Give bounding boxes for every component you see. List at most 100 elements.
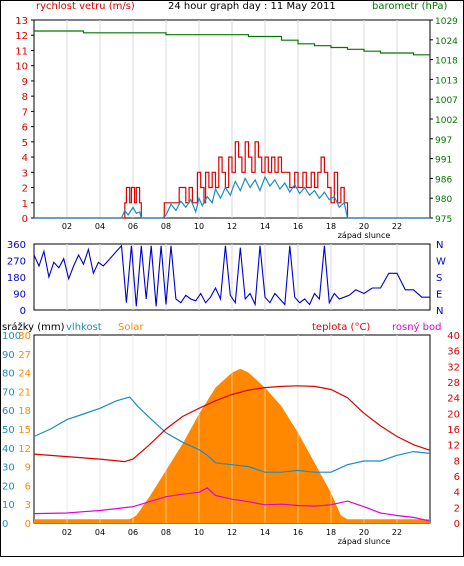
temperature-tick-label: 8	[454, 456, 460, 467]
rain-tick-label: 3	[25, 500, 31, 511]
rain-tick-label: 30	[18, 331, 31, 342]
humidity-tick-label: 0	[2, 519, 8, 530]
x-tick-label: 20	[359, 222, 369, 231]
chart-title: 24 hour graph day : 11 May 2011	[168, 1, 336, 12]
x-tick-label: 04	[95, 528, 105, 537]
compass-tick-label: S	[436, 273, 442, 284]
degree-tick-label: 180	[7, 273, 26, 284]
humidity-tick-label: 40	[2, 444, 15, 455]
x-tick-label: 08	[161, 222, 171, 231]
x-tick-label: 14	[260, 222, 270, 231]
rain-tick-label: 9	[25, 463, 31, 474]
wind-pressure-panel: 0123456789101112139759809869919971002100…	[15, 16, 458, 240]
temperature-tick-label: 20	[447, 409, 460, 420]
solar-axis-title: Solar	[118, 322, 144, 333]
pressure-tick-label: 1007	[435, 96, 458, 106]
temperature-tick-label: 2	[454, 503, 460, 514]
degree-tick-label: 0	[20, 306, 26, 317]
x-tick-label: 06	[128, 528, 138, 537]
rain-tick-label: 21	[18, 387, 31, 398]
x-tick-label: 16	[293, 528, 303, 537]
temperature-series	[33, 385, 431, 463]
wind-tick-label: 0	[22, 214, 28, 225]
humidity-tick-label: 70	[2, 387, 15, 398]
humidity-tick-label: 100	[2, 331, 21, 342]
pressure-tick-label: 991	[435, 156, 452, 166]
compass-tick-label: N	[436, 306, 443, 317]
wind-tick-label: 5	[22, 138, 28, 149]
rain-tick-label: 18	[18, 406, 31, 417]
humidity-tick-label: 60	[2, 406, 15, 417]
wind-tick-label: 8	[22, 92, 28, 103]
compass-tick-label: W	[436, 257, 446, 268]
wind-tick-label: 9	[22, 77, 28, 88]
pressure-tick-label: 1002	[435, 116, 458, 126]
pressure-tick-label: 1013	[435, 76, 458, 86]
degree-tick-label: 360	[7, 240, 26, 251]
temperature-tick-label: 36	[447, 347, 460, 358]
x-tick-label: 02	[62, 528, 72, 537]
compass-tick-label: E	[436, 290, 442, 301]
left-axis-ticks: 0 10 20 30 40 50 60 70 80 90 100 0 3 6 9 12 15 18 21 24 27 30	[2, 331, 31, 530]
pressure-tick-label: 1024	[435, 37, 458, 47]
temperature-tick-label: 6	[454, 472, 460, 483]
humidity-tick-label: 90	[2, 350, 15, 361]
x-tick-label: 04	[95, 222, 105, 231]
pressure-tick-label: 975	[435, 215, 452, 225]
gust-series	[34, 141, 430, 219]
temperature-humidity-panel: 0102030405060708090100036912151821242730…	[2, 331, 460, 546]
wind-tick-label: 2	[22, 184, 28, 195]
pressure-tick-label: 1018	[435, 57, 458, 67]
wind-series	[34, 175, 430, 219]
humidity-tick-label: 50	[2, 425, 15, 436]
compass-tick-label: N	[436, 240, 443, 251]
x-tick-label: 12	[227, 528, 237, 537]
pressure-tick-label: 986	[435, 175, 452, 185]
wind-tick-label: 11	[15, 46, 28, 57]
pressure-tick-label: 1029	[435, 17, 458, 27]
pressure-tick-label: 997	[435, 136, 452, 146]
x-tick-label: 18	[326, 222, 336, 231]
x-tick-label: 08	[161, 528, 171, 537]
temperature-tick-label: 4	[454, 488, 460, 499]
humidity-tick-label: 20	[2, 481, 15, 492]
temperature-tick-label: 16	[447, 425, 460, 436]
humidity-series	[33, 396, 431, 473]
dewpoint-series	[33, 487, 431, 522]
temperature-tick-label: 0	[454, 519, 460, 530]
x-tick-label: 14	[260, 528, 270, 537]
dewpoint-axis-title: rosný bod	[392, 321, 441, 333]
degree-tick-label: 90	[13, 290, 26, 301]
sunset-label: západ slunce	[338, 537, 391, 546]
x-tick-label: 02	[62, 222, 72, 231]
wind-tick-label: 12	[15, 31, 28, 42]
humidity-tick-label: 80	[2, 369, 15, 380]
wind-tick-label: 13	[15, 16, 28, 27]
barometer-axis-title: barometr (hPa)	[372, 1, 448, 12]
pressure-tick-label: 980	[435, 195, 452, 205]
x-tick-label: 18	[326, 528, 336, 537]
wind-tick-label: 3	[22, 168, 28, 179]
barometer-series	[34, 30, 430, 56]
wind-tick-label: 7	[22, 107, 28, 118]
rain-tick-label: 27	[18, 350, 31, 361]
x-tick-label: 06	[128, 222, 138, 231]
rain-tick-label: 6	[25, 481, 31, 492]
wind-tick-label: 10	[15, 62, 28, 73]
wind-tick-label: 1	[22, 199, 28, 210]
right-axis-ticks: 975 980 986 991 997 1002 1007 1013 1018 1024 1029	[430, 17, 458, 225]
rain-tick-label: 24	[18, 369, 31, 380]
direction-series	[33, 244, 430, 307]
temperature-tick-label: 12	[447, 441, 460, 452]
temperature-tick-label: 32	[447, 362, 460, 373]
degree-tick-label: 270	[7, 257, 26, 268]
temperature-tick-label: 40	[447, 331, 460, 342]
rain-axis-title: srážky (mm)	[2, 321, 65, 333]
